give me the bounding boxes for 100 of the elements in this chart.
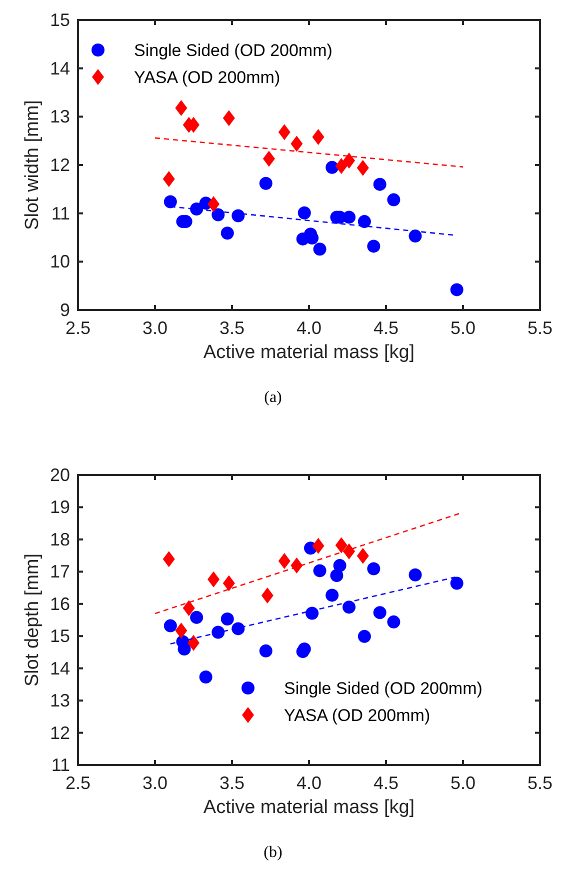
y-tick-label: 17 xyxy=(50,562,70,582)
point xyxy=(450,283,464,296)
point xyxy=(164,195,177,208)
point xyxy=(262,150,275,167)
point xyxy=(232,209,245,222)
y-tick-label: 19 xyxy=(50,497,70,518)
point xyxy=(164,619,177,632)
point xyxy=(373,178,386,191)
point xyxy=(313,564,326,578)
point xyxy=(220,612,234,626)
point xyxy=(290,558,303,574)
legend-label: Single Sided (OD 200mm) xyxy=(284,679,482,698)
y-tick-label: 20 xyxy=(50,465,70,485)
point xyxy=(343,543,356,560)
x-tick-label: 5.5 xyxy=(527,318,553,338)
point xyxy=(306,606,319,620)
y-tick-label: 13 xyxy=(50,690,70,711)
y-axis-title: Slot width [mm] xyxy=(22,100,43,230)
point xyxy=(326,160,339,174)
point xyxy=(373,606,386,620)
point xyxy=(208,571,220,588)
y-tick-label: 9 xyxy=(60,300,70,320)
point xyxy=(343,152,356,169)
point xyxy=(408,568,422,582)
y-tick-label: 11 xyxy=(51,203,70,224)
y-axis-title: Slot depth [mm] xyxy=(22,553,43,687)
point xyxy=(278,124,290,140)
y-tick-label: 13 xyxy=(50,106,70,127)
point xyxy=(208,196,220,212)
point xyxy=(367,562,380,576)
point xyxy=(212,626,225,639)
point xyxy=(312,538,324,554)
x-tick-label: 5.0 xyxy=(450,318,476,338)
y-tick-label: 14 xyxy=(50,58,70,78)
point xyxy=(259,176,272,190)
point xyxy=(356,548,369,564)
x-tick-label: 4.5 xyxy=(373,773,399,793)
point xyxy=(335,158,348,174)
point xyxy=(298,642,311,656)
y-tick-label: 10 xyxy=(50,252,70,272)
point xyxy=(408,230,422,243)
x-axis-title: Active material mass [kg] xyxy=(203,797,415,818)
y-tick-label: 12 xyxy=(50,722,70,743)
point xyxy=(162,551,175,568)
point xyxy=(326,588,339,602)
x-tick-label: 4.0 xyxy=(296,318,322,338)
x-tick-label: 2.5 xyxy=(65,773,91,793)
point xyxy=(342,210,356,224)
point xyxy=(358,630,371,643)
x-tick-label: 3.5 xyxy=(219,318,245,338)
legend-label: YASA (OD 200mm) xyxy=(134,68,280,87)
point xyxy=(278,553,290,570)
point xyxy=(212,208,225,222)
point xyxy=(178,642,191,656)
x-tick-label: 3.0 xyxy=(142,773,168,793)
x-axis-title: Active material mass [kg] xyxy=(203,342,415,363)
point xyxy=(199,670,212,684)
point xyxy=(175,100,188,116)
x-tick-label: 4.5 xyxy=(373,318,399,338)
point xyxy=(450,576,464,590)
y-tick-label: 14 xyxy=(50,658,70,678)
point xyxy=(222,575,235,592)
point xyxy=(175,622,188,639)
point xyxy=(259,644,272,658)
point xyxy=(387,193,400,206)
point xyxy=(387,615,400,628)
text: (b) xyxy=(264,844,282,861)
point xyxy=(290,136,303,152)
point xyxy=(356,160,369,176)
point xyxy=(367,240,380,253)
point xyxy=(222,110,235,126)
point xyxy=(313,242,326,256)
x-tick-label: 3.0 xyxy=(142,318,168,338)
y-tick-label: 15 xyxy=(50,10,70,30)
legend-label: Single Sided (OD 200mm) xyxy=(134,41,332,60)
point xyxy=(342,600,356,614)
y-tick-label: 18 xyxy=(50,529,70,550)
x-tick-label: 5.5 xyxy=(527,773,553,793)
y-tick-label: 11 xyxy=(51,755,70,775)
point xyxy=(182,600,195,616)
point xyxy=(190,610,204,624)
y-tick-label: 12 xyxy=(50,155,70,175)
text: (a) xyxy=(264,389,282,406)
point xyxy=(261,588,274,604)
point xyxy=(312,128,324,145)
y-tick-label: 15 xyxy=(50,626,70,646)
legend-label: YASA (OD 200mm) xyxy=(284,706,430,725)
x-tick-label: 5.0 xyxy=(450,773,476,793)
point xyxy=(162,171,175,188)
point xyxy=(333,559,346,572)
point xyxy=(298,206,311,220)
point xyxy=(232,622,245,636)
point xyxy=(358,215,371,228)
point xyxy=(188,634,200,651)
point xyxy=(335,537,348,554)
x-tick-label: 3.5 xyxy=(219,773,245,793)
x-tick-label: 4.0 xyxy=(296,773,322,793)
y-tick-label: 16 xyxy=(50,594,70,614)
point xyxy=(220,226,234,240)
x-tick-label: 2.5 xyxy=(65,318,91,338)
